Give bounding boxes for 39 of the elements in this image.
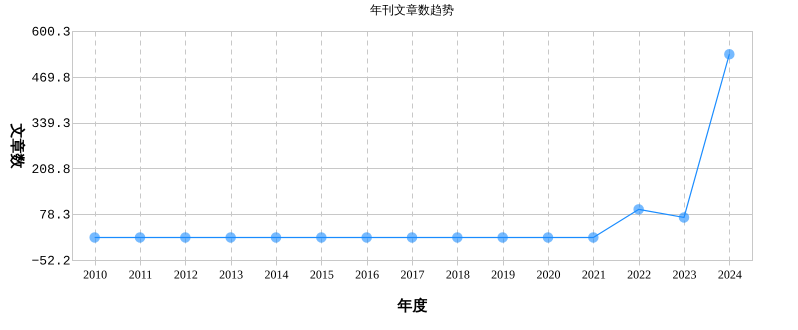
point <box>633 204 644 215</box>
y-tick-label: 208.8 <box>31 162 70 177</box>
point <box>361 232 372 243</box>
x-tick-label: 2020 <box>536 268 560 282</box>
chart-title: 年刊文章数趋势 <box>370 3 454 17</box>
x-tick-label: 2022 <box>627 268 652 282</box>
x-tick-label: 2018 <box>446 268 470 282</box>
point <box>678 212 690 223</box>
point <box>452 232 463 243</box>
y-tick-label: 339.3 <box>31 116 70 132</box>
x-tick-label: 2012 <box>174 268 198 282</box>
point <box>270 232 282 243</box>
point <box>724 49 735 60</box>
x-tick-label: 2024 <box>718 268 742 282</box>
point <box>316 232 327 243</box>
point <box>588 232 599 243</box>
point <box>180 232 191 243</box>
x-tick-label: 2016 <box>355 268 380 282</box>
x-tick-label: 2010 <box>83 268 108 282</box>
x-tick-label: 2015 <box>310 268 334 282</box>
point <box>89 232 100 243</box>
x-tick-label: 2023 <box>672 268 696 282</box>
x-tick-label: 2013 <box>219 268 244 282</box>
point <box>406 232 418 243</box>
y-tick-label: 600.3 <box>31 24 70 40</box>
y-tick-label: 469.8 <box>31 70 70 86</box>
y-axis-title: 文章数 <box>8 122 26 170</box>
x-axis-title: 年度 <box>396 296 428 314</box>
point <box>134 232 146 243</box>
x-tick-label: 2011 <box>128 268 152 282</box>
point <box>225 232 236 243</box>
x-tick-label: 2017 <box>400 268 424 282</box>
x-tick-label: 2021 <box>582 268 606 282</box>
x-tick-label: 2014 <box>264 268 288 282</box>
y-tick-label: 78.3 <box>39 208 70 223</box>
point <box>497 232 508 243</box>
y-tick-label: −52.2 <box>31 254 70 268</box>
point <box>542 232 554 243</box>
x-tick-label: 2019 <box>491 268 516 282</box>
